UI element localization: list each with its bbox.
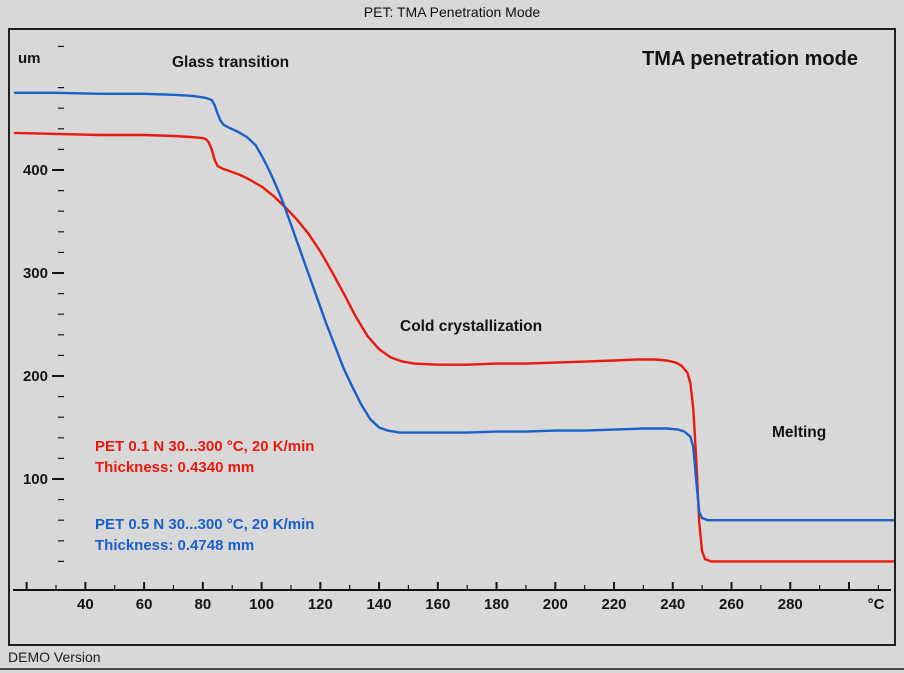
svg-text:220: 220 (602, 596, 627, 613)
svg-text:240: 240 (660, 596, 685, 613)
demo-version-label: DEMO Version (8, 649, 101, 665)
window-title: PET: TMA Penetration Mode (363, 4, 541, 20)
svg-text:140: 140 (367, 596, 392, 613)
svg-text:400: 400 (23, 162, 48, 179)
annotation-cold-crystallization: Cold crystallization (400, 318, 543, 335)
legend-red-name: PET 0.1 N 30...300 °C, 20 K/min (95, 438, 315, 455)
chart-area: 40 60 80 100 120 140 160 180 200 220 240 260 280 °C 10… (8, 28, 896, 646)
svg-text:100: 100 (23, 471, 48, 488)
svg-text:120: 120 (308, 596, 333, 613)
svg-text:180: 180 (484, 596, 509, 613)
svg-text:200: 200 (23, 368, 48, 385)
svg-text:60: 60 (136, 596, 153, 613)
svg-text:160: 160 (425, 596, 450, 613)
svg-text:200: 200 (543, 596, 568, 613)
legend-series-red: PET 0.1 N 30...300 °C, 20 K/min Thicknes… (95, 436, 314, 478)
y-axis-unit-label: um (18, 50, 41, 67)
svg-text:40: 40 (77, 596, 94, 613)
tma-chart-canvas: 40 60 80 100 120 140 160 180 200 220 240 260 280 °C 10… (13, 45, 894, 613)
annotation-melting: Melting (772, 424, 827, 441)
svg-text:80: 80 (195, 596, 212, 613)
svg-text:300: 300 (23, 265, 48, 282)
legend-red-thickness: Thickness: 0.4340 mm (95, 459, 255, 476)
chart-title: TMA penetration mode (642, 48, 858, 70)
legend-series-blue: PET 0.5 N 30...300 °C, 20 K/min Thicknes… (95, 514, 314, 556)
legend-blue-thickness: Thickness: 0.4748 mm (95, 537, 255, 554)
annotation-glass-transition: Glass transition (172, 54, 290, 71)
svg-text:280: 280 (778, 596, 803, 613)
svg-text:260: 260 (719, 596, 744, 613)
legend-blue-name: PET 0.5 N 30...300 °C, 20 K/min (95, 516, 315, 533)
bottom-divider (0, 668, 904, 670)
svg-text:°C: °C (868, 596, 885, 613)
svg-text:100: 100 (249, 596, 274, 613)
